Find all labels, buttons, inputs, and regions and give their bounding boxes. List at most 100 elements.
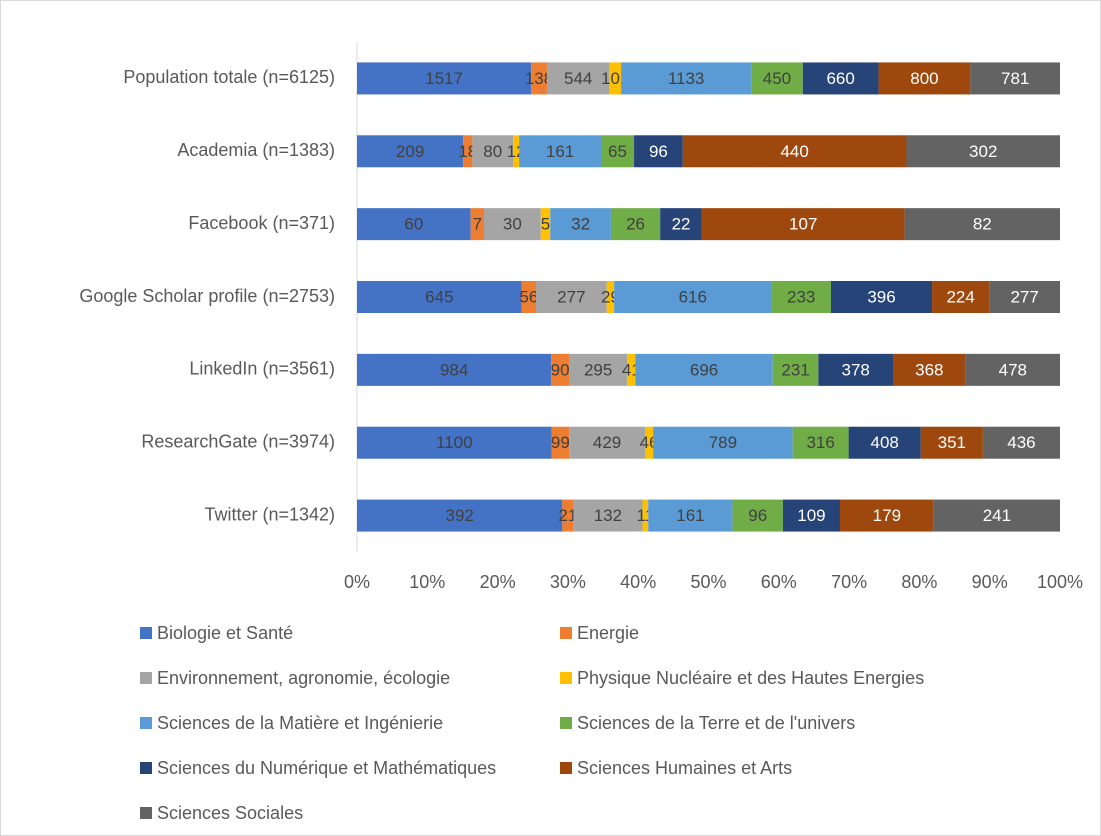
data-label: 60 (404, 215, 423, 234)
bar-segment (932, 281, 990, 313)
bar-segment (519, 135, 601, 168)
bar-segment (609, 62, 622, 95)
data-label: 696 (690, 360, 718, 379)
bar-segment (610, 208, 661, 241)
bar-segment (463, 135, 473, 168)
data-label: 660 (826, 69, 854, 88)
data-label: 984 (440, 360, 468, 379)
bar-segment (792, 426, 849, 459)
data-label: 30 (503, 215, 522, 234)
y-tick-label: ResearchGate (n=3974) (141, 431, 335, 451)
bar-segment (357, 135, 464, 168)
x-tick-label: 10% (409, 572, 445, 592)
y-tick-label: Google Scholar profile (n=2753) (79, 286, 335, 306)
data-label: 99 (551, 433, 570, 452)
y-tick-label: Twitter (n=1342) (204, 504, 335, 524)
bar-segment (830, 281, 933, 313)
data-label: 616 (679, 287, 707, 306)
bar-segment (818, 353, 893, 386)
bar-segment (621, 62, 752, 95)
bar-segment (513, 135, 520, 168)
x-tick-label: 90% (972, 572, 1008, 592)
bar-segment (357, 499, 563, 532)
bar-segment (472, 135, 514, 168)
data-label: 478 (999, 360, 1027, 379)
bar-segment (772, 353, 819, 386)
bar-segment (614, 281, 772, 313)
legend-label: Energie (577, 623, 639, 643)
data-label: 396 (867, 287, 895, 306)
data-label: 789 (709, 433, 737, 452)
data-label: 161 (676, 506, 704, 525)
bar-segment (653, 426, 793, 459)
bar-segment (920, 426, 983, 459)
data-label: 132 (594, 506, 622, 525)
data-label: 277 (557, 287, 585, 306)
legend-swatch (140, 762, 152, 774)
data-label: 80 (483, 142, 502, 161)
data-label: 96 (748, 506, 767, 525)
data-label: 440 (780, 142, 808, 161)
bar-segment (562, 499, 574, 532)
data-label: 429 (593, 433, 621, 452)
bar-segment (906, 135, 1060, 168)
legend-swatch (140, 717, 152, 729)
data-label: 109 (797, 506, 825, 525)
data-label: 302 (969, 142, 997, 161)
legend-swatch (140, 807, 152, 819)
legend-label: Sciences de la Terre et de l'univers (577, 713, 855, 733)
legend-swatch (140, 627, 152, 639)
data-label: 316 (806, 433, 834, 452)
data-label: 22 (672, 215, 691, 234)
data-label: 233 (787, 287, 815, 306)
data-label: 96 (649, 142, 668, 161)
bar-segment (634, 135, 683, 168)
y-tick-label: Population totale (n=6125) (123, 67, 335, 87)
data-label: 107 (789, 215, 817, 234)
data-label: 450 (763, 69, 791, 88)
data-label: 277 (1010, 287, 1038, 306)
bar-segment (970, 62, 1060, 95)
bar-segment (470, 208, 484, 241)
bar-segment (357, 62, 532, 95)
legend-swatch (560, 762, 572, 774)
data-label: 138 (525, 69, 553, 88)
bar-segment (635, 353, 773, 386)
data-label: 32 (571, 215, 590, 234)
bar-segment (531, 62, 547, 95)
data-label: 224 (946, 287, 974, 306)
x-tick-label: 100% (1037, 572, 1083, 592)
data-label: 241 (983, 506, 1011, 525)
bar-segment (569, 426, 645, 459)
legend-label: Sciences Sociales (157, 803, 303, 823)
x-tick-label: 50% (690, 572, 726, 592)
y-tick-label: Academia (n=1383) (177, 140, 335, 160)
data-label: 351 (938, 433, 966, 452)
legend-swatch (560, 627, 572, 639)
legend-label: Sciences de la Matière et Ingénierie (157, 713, 443, 733)
y-tick-label: LinkedIn (n=3561) (189, 359, 335, 379)
data-label: 82 (973, 215, 992, 234)
bar-segment (540, 208, 551, 241)
data-label: 1100 (436, 433, 473, 452)
bar-segment (551, 353, 570, 386)
bar-segment (550, 208, 611, 241)
x-tick-label: 60% (761, 572, 797, 592)
bar-segment (751, 62, 803, 95)
bar-segment (878, 62, 971, 95)
bar-segment (989, 281, 1060, 313)
data-label: 179 (873, 506, 901, 525)
bar-segment (357, 281, 522, 313)
data-label: 800 (910, 69, 938, 88)
data-label: 392 (445, 506, 473, 525)
bar-segment (546, 62, 610, 95)
bar-segment (600, 135, 635, 168)
data-label: 5 (541, 215, 550, 234)
bar-segment (357, 208, 471, 241)
bar-segment (536, 281, 607, 313)
bar-segment (982, 426, 1060, 459)
x-tick-label: 30% (550, 572, 586, 592)
bar-segment (644, 426, 654, 459)
bar-segment (682, 135, 907, 168)
